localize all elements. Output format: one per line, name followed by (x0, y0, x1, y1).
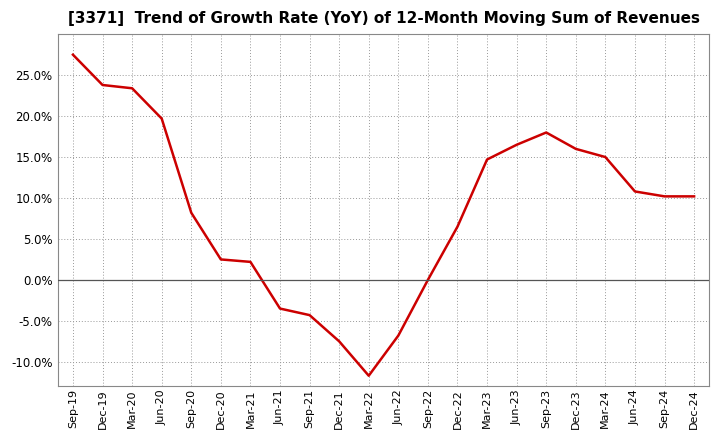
Title: [3371]  Trend of Growth Rate (YoY) of 12-Month Moving Sum of Revenues: [3371] Trend of Growth Rate (YoY) of 12-… (68, 11, 700, 26)
